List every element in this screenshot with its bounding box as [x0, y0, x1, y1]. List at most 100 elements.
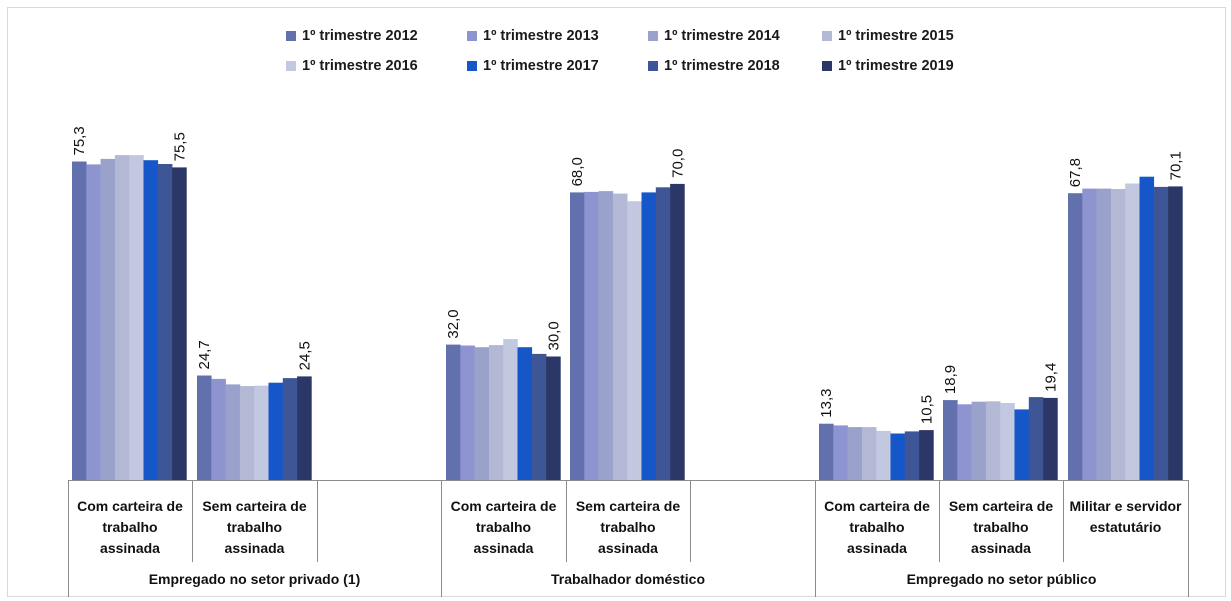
data-label: 30,0	[545, 321, 562, 350]
legend-label: 1º trimestre 2018	[664, 58, 780, 74]
bar	[446, 344, 461, 480]
bar	[474, 347, 490, 480]
bar	[72, 161, 87, 480]
bar	[612, 193, 628, 480]
bar	[904, 431, 920, 480]
bar	[971, 401, 987, 480]
bar	[1043, 397, 1058, 480]
category-label: Sem carteira de	[202, 498, 306, 514]
legend-item: 1º trimestre 2013	[467, 28, 599, 44]
data-label: 32,0	[445, 309, 462, 338]
legend-label: 1º trimestre 2013	[483, 28, 599, 44]
category-label: assinada	[847, 540, 907, 556]
bar	[268, 382, 284, 480]
category-label: trabalho	[102, 519, 157, 535]
legend-swatch	[467, 31, 477, 41]
category-label: Sem carteira de	[949, 498, 1053, 514]
category-label: estatutário	[1090, 519, 1162, 535]
data-label: 75,5	[171, 132, 188, 161]
category-label: assinada	[971, 540, 1031, 556]
bar	[943, 400, 958, 480]
legend-item: 1º trimestre 2018	[648, 58, 780, 74]
legend-item: 1º trimestre 2012	[286, 28, 418, 44]
legend-label: 1º trimestre 2014	[664, 28, 780, 44]
category-label: Sem carteira de	[576, 498, 680, 514]
legend-item: 1º trimestre 2015	[822, 28, 954, 44]
data-label: 19,4	[1042, 363, 1059, 392]
legend-label: 1º trimestre 2019	[838, 58, 954, 74]
bar	[517, 347, 533, 480]
category-label: assinada	[598, 540, 658, 556]
bar	[172, 167, 187, 480]
bar	[211, 378, 226, 480]
legend-item: 1º trimestre 2014	[648, 28, 780, 44]
bar	[670, 183, 685, 480]
data-label: 67,8	[1067, 158, 1084, 187]
category-label: assinada	[100, 540, 160, 556]
bar	[1014, 409, 1030, 480]
category-label: trabalho	[849, 519, 904, 535]
bar	[197, 375, 212, 480]
bar	[655, 187, 671, 481]
bar	[1168, 186, 1183, 480]
data-label: 10,5	[918, 395, 935, 424]
data-label: 68,0	[569, 157, 586, 186]
data-label: 70,1	[1167, 151, 1184, 180]
data-label: 24,7	[196, 340, 213, 369]
bar	[1153, 186, 1169, 480]
category-label: Com carteira de	[451, 498, 557, 514]
bar	[129, 155, 144, 480]
bar	[297, 376, 312, 480]
data-label: 13,3	[818, 388, 835, 417]
bar	[919, 430, 934, 480]
data-label: 75,3	[71, 126, 88, 155]
bar	[1082, 188, 1097, 480]
legend-swatch	[648, 61, 658, 71]
legend-label: 1º trimestre 2015	[838, 28, 954, 44]
bar	[627, 201, 642, 480]
group-label: Empregado no setor público	[907, 571, 1097, 587]
bar	[531, 353, 547, 480]
category-label: trabalho	[973, 519, 1028, 535]
bar	[957, 404, 972, 480]
bar	[819, 423, 834, 480]
bar	[86, 164, 101, 480]
legend-swatch	[467, 61, 477, 71]
legend-swatch	[822, 31, 832, 41]
bar	[833, 425, 848, 480]
bar	[598, 191, 614, 480]
legend-item: 1º trimestre 2019	[822, 58, 954, 74]
bar	[847, 427, 863, 480]
category-label: Com carteira de	[77, 498, 183, 514]
bar	[1139, 176, 1155, 480]
bar	[876, 430, 891, 480]
bar	[239, 386, 255, 480]
data-label: 24,5	[296, 341, 313, 370]
bar	[254, 385, 269, 480]
bar	[114, 155, 130, 480]
legend-label: 1º trimestre 2016	[302, 58, 418, 74]
category-label: assinada	[225, 540, 285, 556]
bar	[282, 378, 298, 480]
group-label: Trabalhador doméstico	[551, 571, 705, 587]
bar	[546, 356, 561, 480]
legend-swatch	[286, 31, 296, 41]
group-label: Empregado no setor privado (1)	[149, 571, 361, 587]
category-label: trabalho	[476, 519, 531, 535]
category-label: Com carteira de	[824, 498, 930, 514]
bar	[157, 164, 173, 480]
bar	[890, 433, 906, 480]
bar	[641, 192, 657, 480]
legend-item: 1º trimestre 2016	[286, 58, 418, 74]
bar	[225, 384, 241, 480]
category-label: Militar e servidor	[1069, 498, 1182, 514]
data-label: 18,9	[942, 365, 959, 394]
bar	[1125, 183, 1140, 480]
bar	[460, 345, 475, 480]
bar	[100, 158, 116, 480]
legend-swatch	[822, 61, 832, 71]
bar	[584, 191, 599, 480]
category-label: trabalho	[227, 519, 282, 535]
data-label: 70,0	[669, 149, 686, 178]
bar	[861, 427, 877, 480]
